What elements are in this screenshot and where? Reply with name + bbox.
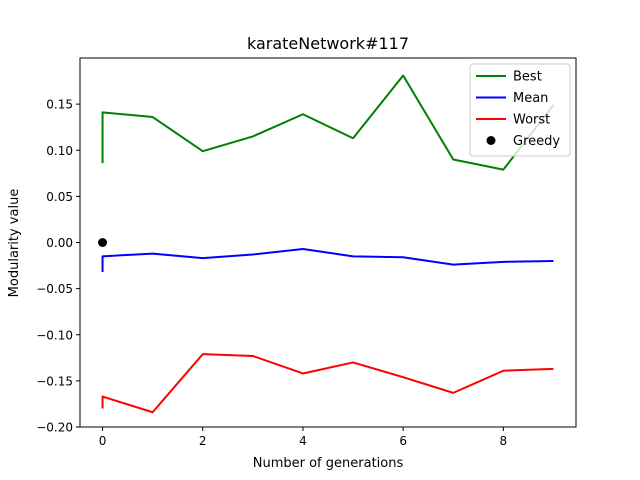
- y-tick-label: −0.10: [36, 328, 73, 342]
- y-tick-label: 0.05: [46, 190, 73, 204]
- y-tick-label: −0.20: [36, 421, 73, 435]
- plot-area: [98, 74, 555, 414]
- y-tick-label: −0.05: [36, 282, 73, 296]
- y-tick-label: 0.10: [46, 144, 73, 158]
- x-tick-label: 6: [399, 434, 407, 448]
- y-tick-label: 0.15: [46, 98, 73, 112]
- legend-label-worst: Worst: [513, 113, 550, 128]
- y-axis-label: Modularity value: [7, 189, 22, 298]
- worst-series-line: [101, 353, 554, 414]
- x-tick-label: 4: [299, 434, 307, 448]
- mean-series-line: [101, 247, 554, 273]
- y-axis-ticks: −0.20 −0.15 −0.10 −0.05 0.00 0.05 0.10 0.15: [36, 98, 80, 435]
- legend: Best Mean Worst Greedy: [469, 63, 571, 157]
- x-tick-label: 2: [199, 434, 207, 448]
- legend-label-greedy: Greedy: [513, 134, 560, 149]
- greedy-point-0: [98, 238, 108, 247]
- legend-label-best: Best: [513, 70, 542, 85]
- x-tick-label: 0: [99, 434, 107, 448]
- y-tick-label: 0.00: [46, 236, 73, 250]
- y-tick-label: −0.15: [36, 374, 73, 388]
- chart-title: karateNetwork#117: [247, 34, 409, 53]
- x-axis-label: Number of generations: [253, 456, 404, 471]
- legend-marker-greedy: [486, 136, 496, 145]
- best-series-line: [101, 74, 555, 171]
- legend-box: [469, 63, 571, 157]
- x-tick-label: 8: [500, 434, 508, 448]
- x-axis-ticks: 0 2 4 6 8: [99, 427, 507, 448]
- legend-label-mean: Mean: [513, 91, 548, 106]
